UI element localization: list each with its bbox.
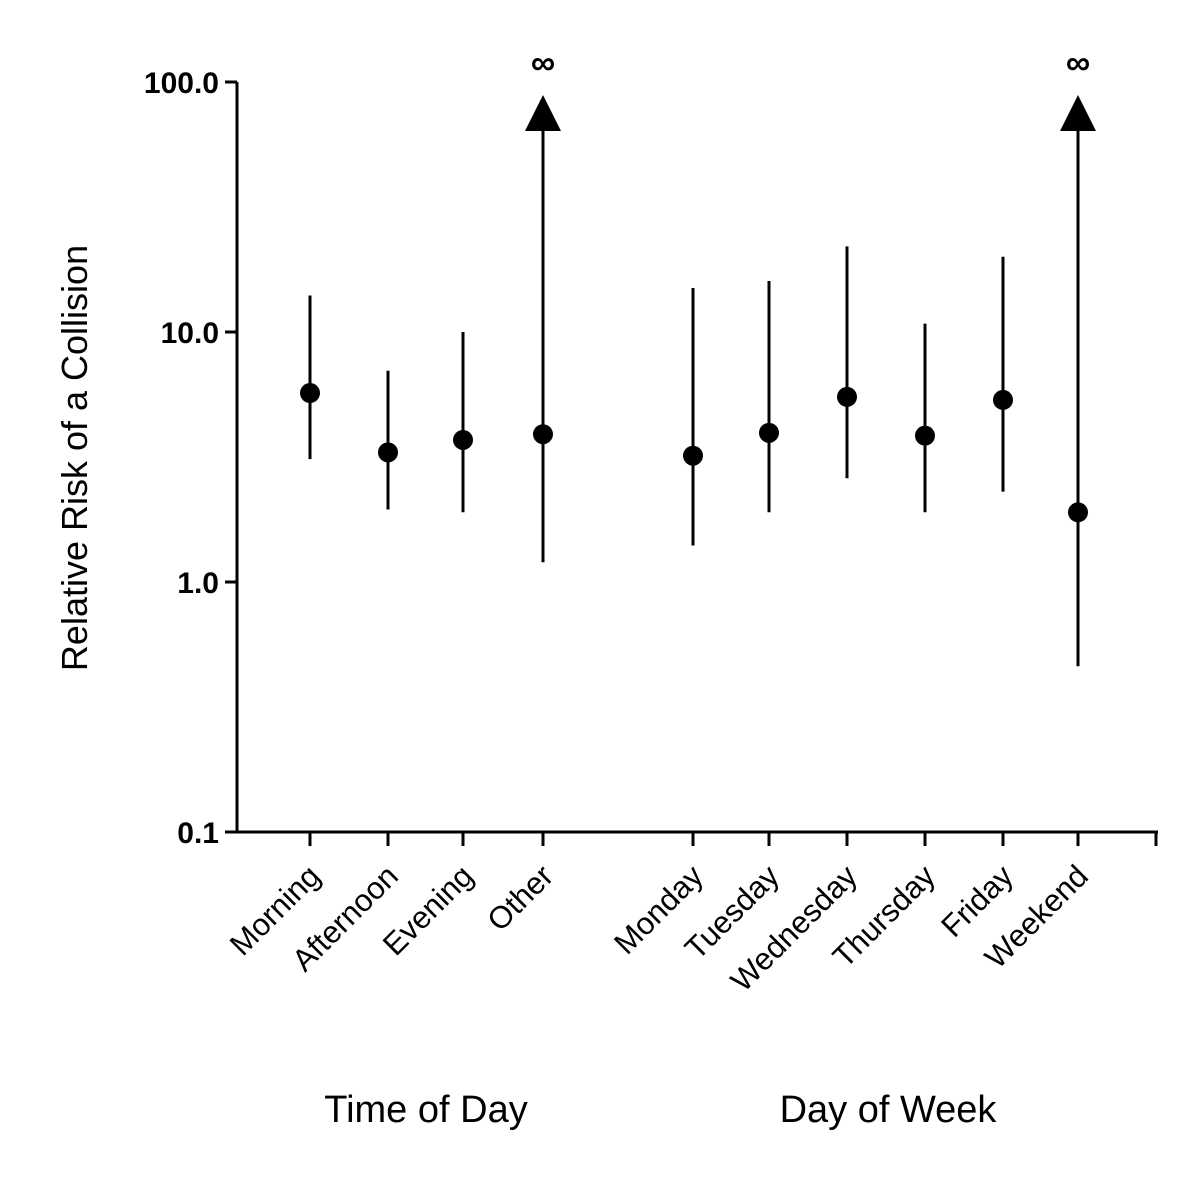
y-axis-title: Relative Risk of a Collision [54, 245, 95, 671]
axes [225, 80, 1158, 846]
point-weekend [1068, 502, 1088, 523]
point-afternoon [378, 442, 398, 463]
group-title: Time of Day [324, 1089, 527, 1131]
infinite-upper-arrow [1060, 95, 1096, 131]
group-title: Day of Week [780, 1089, 998, 1131]
point-monday [683, 445, 703, 466]
point-friday [993, 389, 1013, 410]
y-tick-label: 10.0 [161, 317, 219, 350]
point-thursday [915, 425, 935, 446]
point-morning [300, 383, 320, 404]
y-tick-label: 100.0 [144, 67, 219, 100]
infinity-label: ∞ [1066, 44, 1090, 82]
point-evening [453, 429, 473, 450]
category-label-other: Other [480, 858, 560, 938]
point-tuesday [759, 422, 779, 443]
infinite-upper-arrow [525, 95, 561, 131]
point-other [533, 424, 553, 445]
y-tick-label: 0.1 [177, 817, 219, 850]
labels: 0.1 1.0 10.0 100.0 Relative Risk of a Collis… [54, 44, 1095, 1131]
plot-marks [300, 95, 1096, 667]
y-tick-label: 1.0 [177, 567, 219, 600]
infinity-label: ∞ [531, 44, 555, 82]
point-wednesday [837, 386, 857, 407]
